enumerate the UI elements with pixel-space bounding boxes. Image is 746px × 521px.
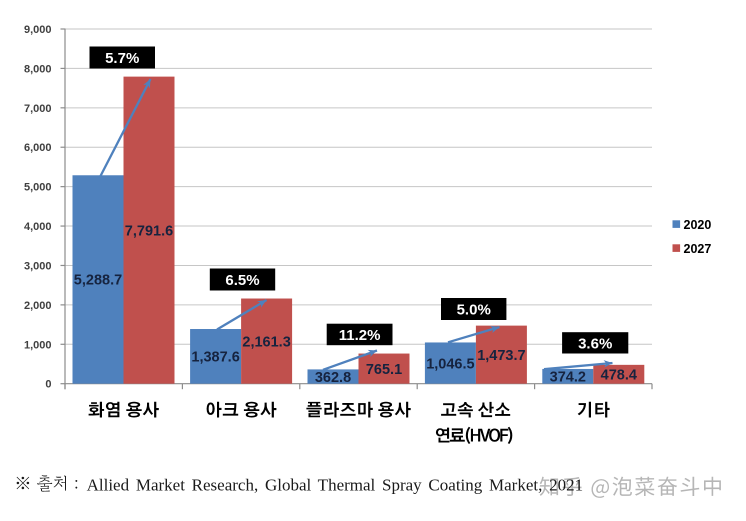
svg-text:1,000: 1,000 [24, 339, 52, 351]
svg-text:2,000: 2,000 [24, 300, 52, 312]
svg-text:8,000: 8,000 [24, 63, 52, 75]
svg-text:4,000: 4,000 [24, 221, 52, 233]
svg-text:3,000: 3,000 [24, 260, 52, 272]
svg-text:765.1: 765.1 [366, 362, 402, 378]
svg-text:1,473.7: 1,473.7 [477, 348, 525, 364]
svg-text:5.0%: 5.0% [457, 301, 491, 318]
svg-text:478.4: 478.4 [601, 367, 637, 383]
svg-text:362.8: 362.8 [315, 370, 351, 386]
svg-text:5,000: 5,000 [24, 182, 52, 194]
svg-text:Allied Market Research, Global: Allied Market Research, Global Thermal S… [87, 476, 584, 495]
svg-text:3.6%: 3.6% [578, 335, 612, 352]
svg-text:2,161.3: 2,161.3 [242, 334, 290, 350]
svg-text:5.7%: 5.7% [105, 50, 139, 67]
svg-text:6.5%: 6.5% [225, 272, 259, 289]
svg-text:374.2: 374.2 [550, 370, 586, 386]
svg-text:5,288.7: 5,288.7 [74, 273, 122, 289]
svg-text:11.2%: 11.2% [339, 327, 381, 344]
svg-text:1,046.5: 1,046.5 [426, 356, 474, 372]
svg-text:7,791.6: 7,791.6 [125, 223, 173, 239]
svg-text:6,000: 6,000 [24, 142, 52, 154]
svg-text:1,387.6: 1,387.6 [191, 350, 239, 366]
svg-text:0: 0 [45, 379, 51, 391]
svg-text:7,000: 7,000 [24, 103, 52, 115]
svg-text:9,000: 9,000 [24, 24, 52, 36]
svg-text:2020: 2020 [684, 218, 712, 232]
svg-text:2027: 2027 [684, 242, 712, 256]
